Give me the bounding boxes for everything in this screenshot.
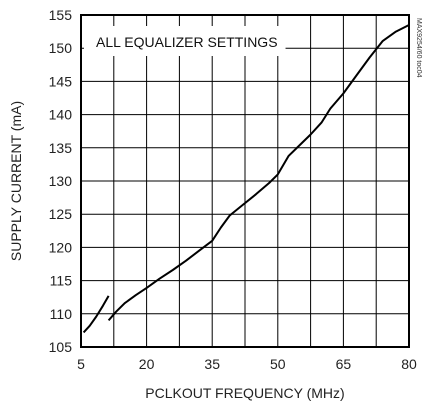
series-line-0 bbox=[82, 295, 110, 334]
x-tick-label-80: 80 bbox=[401, 356, 417, 372]
y-tick-labels: 105 110 115 120 125 130 135 140 145 150 155 bbox=[49, 7, 73, 355]
annotation-label: ALL EQUALIZER SETTINGS bbox=[96, 34, 278, 50]
y-tick-label-145: 145 bbox=[49, 73, 73, 89]
annotation-background bbox=[84, 26, 286, 56]
y-tick-label-130: 130 bbox=[49, 173, 73, 189]
x-tick-label-35: 35 bbox=[204, 356, 220, 372]
y-tick-label-150: 150 bbox=[49, 40, 73, 56]
x-tick-label-20: 20 bbox=[139, 356, 155, 372]
grid-lines bbox=[81, 15, 409, 347]
y-tick-label-115: 115 bbox=[50, 273, 73, 289]
y-tick-label-155: 155 bbox=[49, 7, 73, 23]
y-tick-label-120: 120 bbox=[49, 239, 73, 255]
series-group bbox=[82, 24, 410, 334]
x-tick-labels: 5 20 35 50 65 80 bbox=[77, 356, 417, 372]
x-tick-label-65: 65 bbox=[336, 356, 352, 372]
y-tick-label-110: 110 bbox=[50, 306, 73, 322]
x-axis-title: PCLKOUT FREQUENCY (MHz) bbox=[145, 385, 344, 401]
series-line-1 bbox=[107, 24, 410, 322]
x-tick-label-50: 50 bbox=[270, 356, 286, 372]
x-tick-label-5: 5 bbox=[77, 356, 85, 372]
plot-frame bbox=[80, 14, 410, 348]
y-tick-label-140: 140 bbox=[49, 107, 73, 123]
y-tick-label-105: 105 bbox=[49, 339, 73, 355]
figure-id-label: MAX9254/60 toc04 bbox=[415, 18, 422, 78]
y-tick-label-135: 135 bbox=[49, 140, 73, 156]
y-axis-title: SUPPLY CURRENT (mA) bbox=[8, 101, 24, 261]
y-tick-label-125: 125 bbox=[49, 206, 73, 222]
